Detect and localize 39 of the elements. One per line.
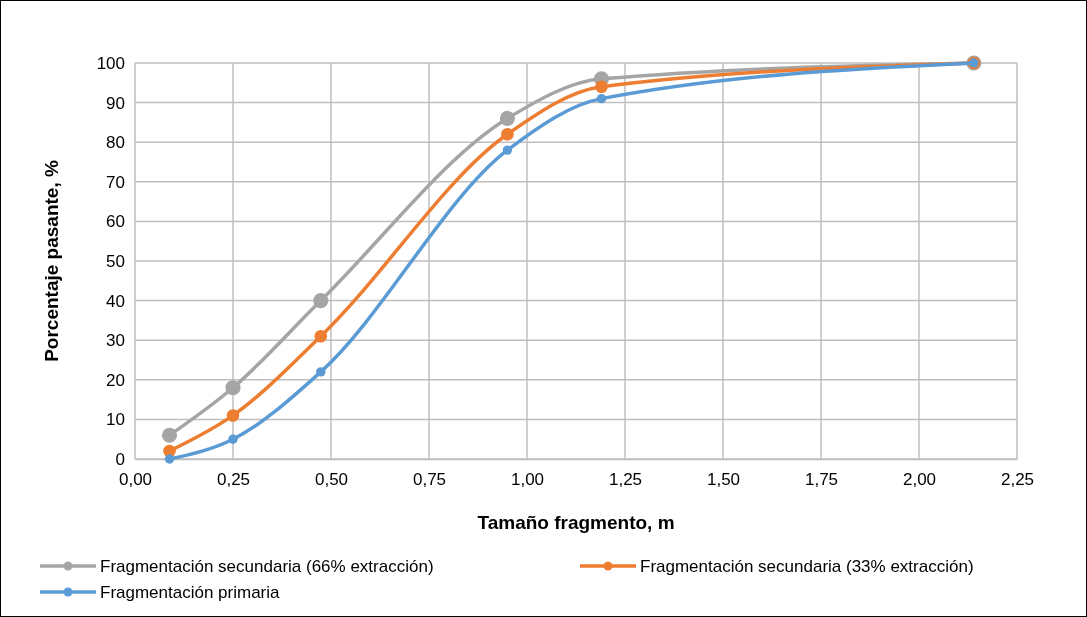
point (502, 145, 513, 155)
x-tick-label: 2,25 (1000, 470, 1035, 490)
x-tick-label: 1,25 (608, 470, 643, 490)
point (313, 293, 329, 309)
y-tick-label: 80 (106, 133, 125, 153)
legend-label: Fragmentación secundaria (33% extracción) (640, 557, 974, 576)
y-tick-label: 20 (106, 370, 125, 390)
x-tick-label: 0,00 (118, 470, 153, 490)
point (314, 329, 328, 343)
point (225, 380, 241, 396)
point (596, 93, 607, 104)
legend-label: Fragmentación secundaria (66% extracción) (100, 557, 434, 576)
point (226, 409, 240, 422)
point (164, 454, 175, 464)
point (316, 367, 326, 377)
x-axis-title: Tamaño fragmento, m (477, 512, 675, 533)
x-tick-label: 1,00 (510, 470, 545, 490)
x-tick-label: 2,00 (902, 470, 937, 490)
point (161, 427, 178, 443)
x-tick-label: 1,75 (804, 470, 839, 490)
point (499, 110, 515, 126)
legend-label: Fragmentación primaria (100, 583, 281, 602)
point (228, 434, 238, 444)
y-tick-label: 0 (115, 449, 125, 469)
x-tick-label: 0,25 (216, 470, 251, 490)
x-tick-label: 0,50 (314, 470, 349, 490)
y-tick-label: 30 (106, 331, 125, 351)
point (501, 127, 514, 141)
y-tick-label: 60 (106, 212, 125, 232)
y-axis-title: Porcentaje pasante, % (41, 160, 62, 362)
y-tick-label: 40 (106, 291, 125, 311)
y-tick-label: 100 (96, 53, 125, 73)
y-tick-label: 50 (106, 251, 125, 271)
y-tick-label: 10 (106, 410, 125, 430)
point (595, 80, 608, 94)
x-tick-label: 0,75 (412, 470, 447, 490)
x-tick-label: 1,50 (706, 470, 741, 490)
y-tick-label: 90 (106, 93, 125, 113)
y-tick-label: 70 (106, 172, 125, 192)
